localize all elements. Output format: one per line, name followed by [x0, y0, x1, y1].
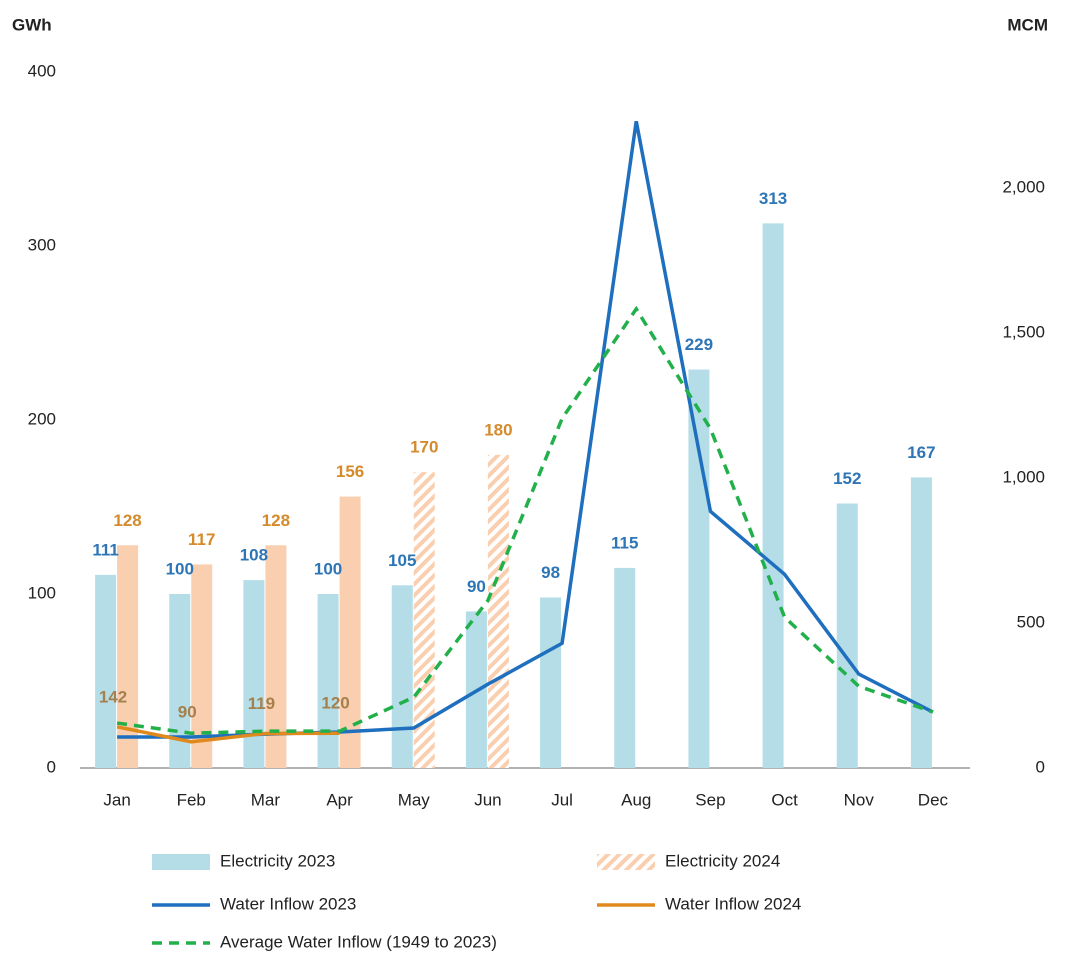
legend-swatch: [597, 854, 655, 870]
data-label: 117: [188, 530, 215, 549]
x-tick-label: Jan: [103, 790, 130, 809]
bar: [487, 454, 509, 768]
data-label: 100: [166, 559, 194, 578]
data-label: 105: [388, 551, 416, 570]
y-tick-label: 400: [28, 61, 56, 80]
bar: [169, 594, 191, 768]
bar: [243, 580, 265, 768]
y-tick-label: 0: [47, 757, 56, 776]
x-tick-label: Dec: [918, 790, 949, 809]
x-tick-label: Sep: [695, 790, 725, 809]
data-label: 108: [240, 546, 268, 565]
y-axis-title: GWh: [12, 15, 52, 34]
x-tick-label: Feb: [177, 790, 206, 809]
bar: [762, 223, 784, 768]
bar: [191, 564, 213, 768]
data-label: 128: [262, 511, 290, 530]
data-label: 100: [314, 559, 342, 578]
line: [117, 120, 934, 739]
bar: [540, 597, 562, 768]
legend-label: Electricity 2023: [220, 851, 335, 870]
data-label: 170: [410, 438, 438, 457]
x-tick-label: Aug: [621, 790, 651, 809]
data-label: 90: [178, 702, 197, 721]
y-tick-label: 200: [28, 409, 56, 428]
data-label: 90: [467, 577, 486, 596]
legend-swatch: [152, 854, 210, 870]
bar: [265, 545, 287, 768]
x-tick-label: Nov: [844, 790, 875, 809]
data-label: 111: [92, 540, 119, 559]
data-label: 119: [248, 694, 275, 713]
data-label: 98: [541, 563, 560, 582]
y-tick-label: 100: [28, 583, 56, 602]
data-label: 120: [321, 694, 349, 713]
legend-label: Average Water Inflow (1949 to 2023): [220, 932, 497, 951]
y2-tick-label: 1,500: [1002, 322, 1045, 341]
y2-axis-title: MCM: [1007, 15, 1048, 34]
x-tick-label: Jun: [474, 790, 501, 809]
bar: [910, 477, 932, 768]
bar: [836, 503, 858, 768]
legend-label: Water Inflow 2024: [665, 894, 801, 913]
x-tick-label: Jul: [551, 790, 573, 809]
x-tick-label: May: [398, 790, 431, 809]
y-tick-label: 300: [28, 235, 56, 254]
line: [116, 305, 934, 735]
x-tick-label: Mar: [251, 790, 281, 809]
bar: [413, 472, 435, 768]
data-label: 152: [833, 469, 861, 488]
bar: [391, 585, 413, 768]
bar: [95, 574, 117, 768]
y2-tick-label: 500: [1017, 612, 1045, 631]
bar: [117, 545, 139, 768]
data-label: 156: [336, 462, 364, 481]
y2-tick-label: 1,000: [1002, 467, 1045, 486]
data-label: 128: [113, 511, 141, 530]
y2-tick-label: 0: [1036, 757, 1045, 776]
data-label: 167: [907, 443, 935, 462]
data-label: 313: [759, 189, 787, 208]
legend-label: Electricity 2024: [665, 851, 780, 870]
legend-label: Water Inflow 2023: [220, 894, 356, 913]
data-label: 229: [685, 335, 713, 354]
x-tick-label: Apr: [326, 790, 353, 809]
data-label: 115: [611, 533, 638, 552]
bar: [614, 567, 636, 768]
data-label: 142: [99, 687, 127, 706]
bar: [339, 496, 361, 768]
bar: [688, 369, 710, 768]
bar: [317, 594, 339, 768]
data-label: 180: [484, 420, 512, 439]
x-tick-label: Oct: [771, 790, 798, 809]
line: [116, 725, 340, 744]
y2-tick-label: 2,000: [1002, 177, 1045, 196]
